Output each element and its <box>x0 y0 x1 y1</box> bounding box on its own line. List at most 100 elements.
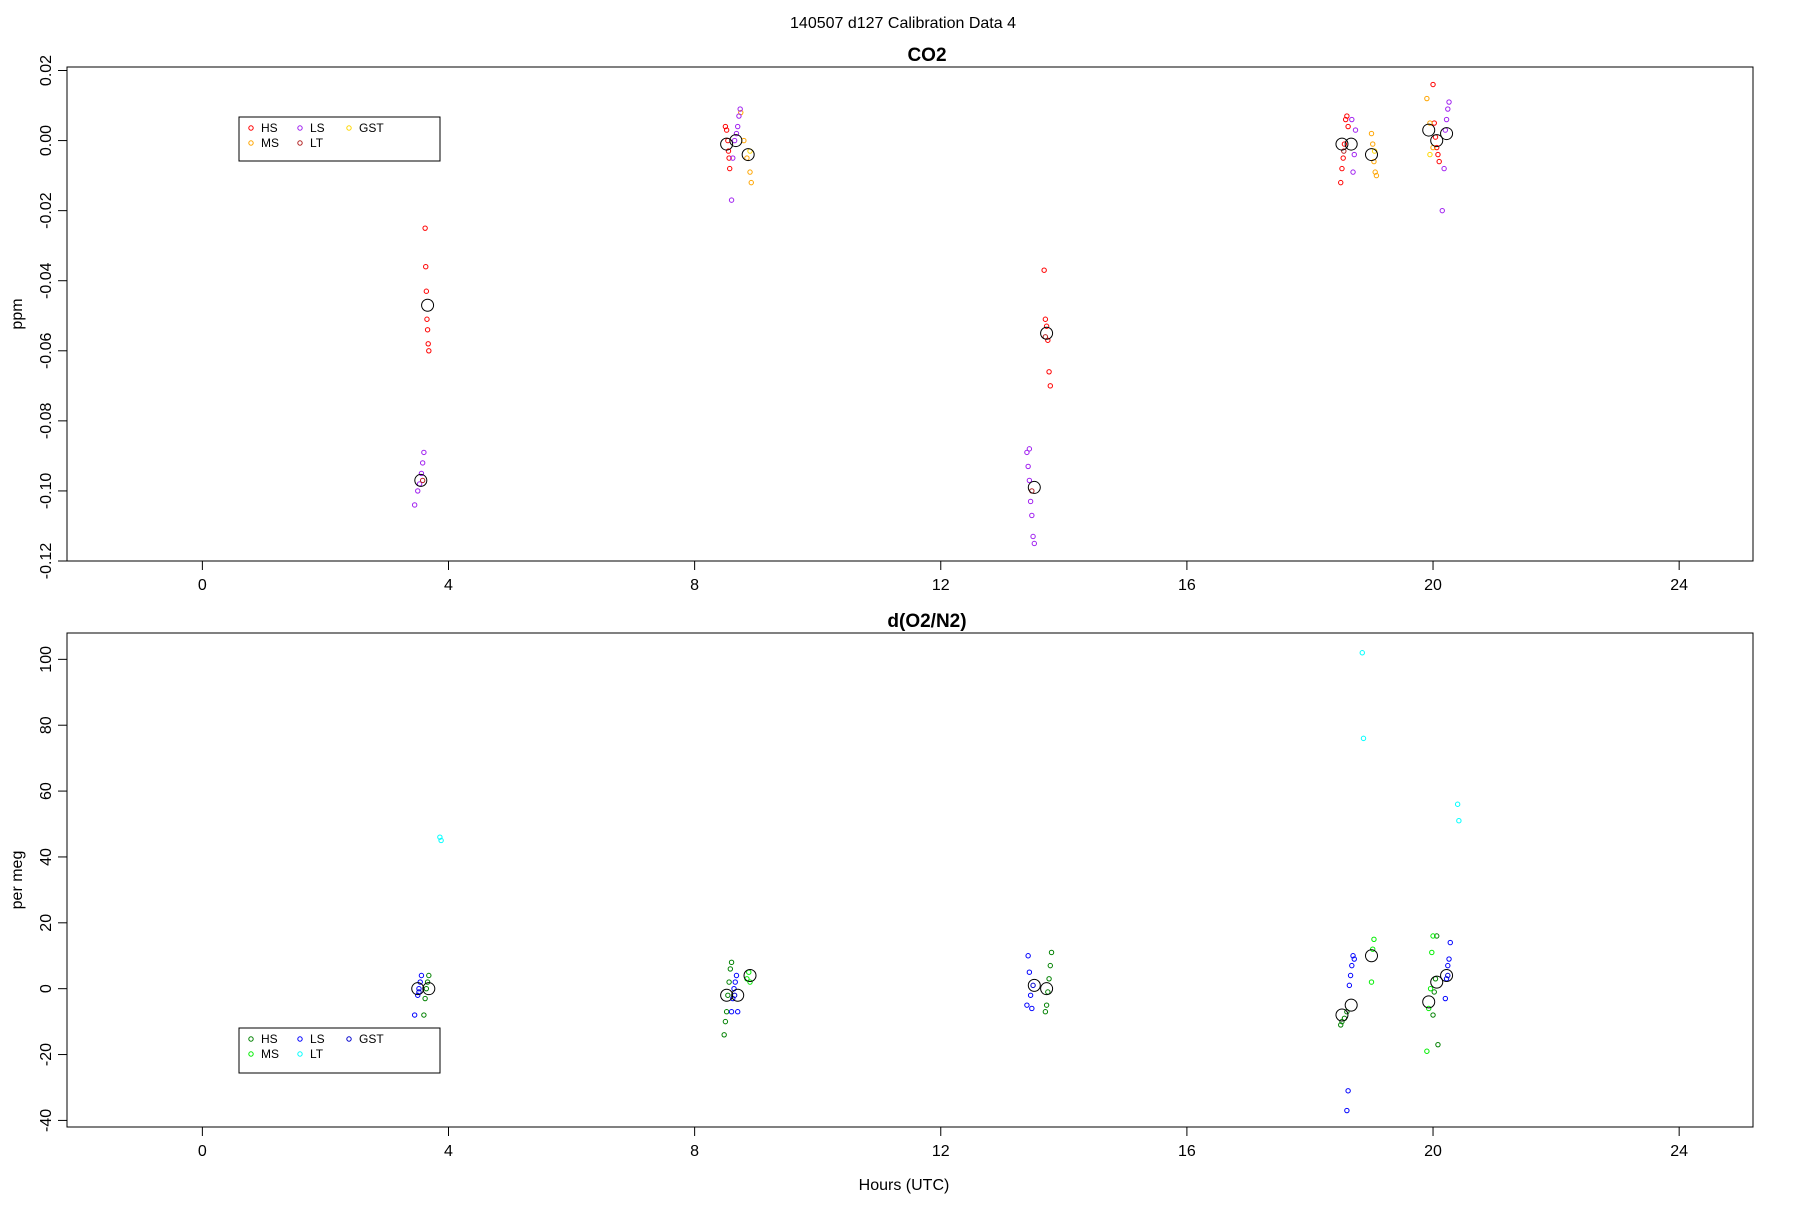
data-points <box>411 650 1462 1114</box>
data-point-hs <box>722 1018 729 1025</box>
data-point-hs <box>1342 116 1349 123</box>
x-tick-label: 16 <box>1178 577 1196 594</box>
data-point-ls <box>411 1012 418 1018</box>
y-tick-label: -40 <box>38 1109 55 1132</box>
data-point-ls <box>1025 953 1031 959</box>
panel-title: d(O2/N2) <box>887 611 966 632</box>
data-point-ls <box>1029 512 1035 519</box>
legend-marker-ls <box>297 125 303 131</box>
data-point-ls <box>1026 477 1033 484</box>
figure-title: 140507 d127 Calibration Data 4 <box>790 15 1016 32</box>
x-tick-label: 0 <box>198 1143 207 1160</box>
data-point-ls <box>1446 99 1452 105</box>
data-point-ls <box>1443 976 1450 982</box>
data-point-ls <box>418 470 425 477</box>
data-point-hs <box>721 1032 727 1038</box>
legend-label-hs: HS <box>261 121 278 135</box>
data-point-ls <box>421 449 427 456</box>
data-point-lt <box>1359 650 1365 656</box>
legend-box <box>238 116 441 162</box>
data-point-lt <box>438 837 444 844</box>
data-point-ls <box>416 985 422 992</box>
mean-marker <box>1344 137 1358 151</box>
data-point-ls <box>415 488 421 494</box>
data-point-hs <box>1048 949 1055 956</box>
data-point-ms <box>1372 169 1378 175</box>
mean-marker <box>1040 326 1054 340</box>
data-point-ls <box>1025 463 1031 470</box>
data-point-ls <box>732 979 738 985</box>
data-point-hs <box>424 327 431 333</box>
data-point-ls <box>1439 207 1445 214</box>
mean-marker <box>1440 127 1454 141</box>
y-tick-label: -0.10 <box>38 473 55 510</box>
data-point-hs <box>426 348 432 354</box>
legend-marker-gst <box>346 125 352 131</box>
data-point-ms <box>1370 141 1376 147</box>
legend-box <box>238 1027 441 1074</box>
mean-marker <box>422 982 436 996</box>
mean-marker <box>743 969 757 983</box>
data-point-ls <box>1350 169 1356 175</box>
data-point-ls <box>1441 165 1447 172</box>
legend-label-hs: HS <box>261 1032 278 1046</box>
data-point-hs <box>727 966 734 972</box>
mean-markers <box>411 949 1454 1022</box>
data-point-ls <box>735 1009 741 1015</box>
y-tick-label: 20 <box>38 914 55 932</box>
data-point-hs <box>726 155 732 161</box>
data-point-gst <box>1427 151 1433 158</box>
data-point-hs <box>1046 976 1052 982</box>
panel-o2n2: d(O2/N2) per meg Hours (UTC) 0 4 8 12 16 20 24… <box>9 611 1754 1194</box>
x-tick-label: 24 <box>1670 1143 1688 1160</box>
x-tick-label: 16 <box>1178 1143 1196 1160</box>
panel-co2: CO2 ppm 0 4 8 12 16 20 24 0.02 0.00 -0.02 -0.04 -0.… <box>9 45 1754 594</box>
data-point-ms <box>1426 1005 1432 1012</box>
x-tick-label: 4 <box>444 1143 453 1160</box>
data-point-ls <box>1026 969 1033 975</box>
data-point-hs <box>726 979 732 985</box>
y-tick-label: 80 <box>38 716 55 734</box>
data-point-lt <box>1360 735 1367 742</box>
data-point-ls <box>1352 127 1359 133</box>
y-tick-label: -0.06 <box>38 332 55 369</box>
data-point-ls <box>1349 116 1355 123</box>
data-point-ls <box>733 972 740 979</box>
data-point-gst <box>1030 982 1036 989</box>
data-point-hs <box>422 225 428 231</box>
mean-marker <box>729 134 743 148</box>
data-point-ms <box>1371 936 1377 942</box>
legend-label-ms: MS <box>261 136 279 150</box>
data-point-hs <box>1434 144 1440 151</box>
panel-title: CO2 <box>907 45 946 66</box>
mean-marker <box>720 988 734 1002</box>
data-point-hs <box>1344 113 1350 119</box>
mean-marker <box>1440 969 1454 983</box>
data-point-hs <box>1430 81 1436 88</box>
mean-marker <box>1027 978 1041 992</box>
data-point-hs <box>1340 155 1346 161</box>
data-point-hs <box>1431 120 1437 126</box>
data-point-hs <box>426 972 432 979</box>
data-point-hs <box>1339 165 1345 172</box>
data-point-lt <box>1456 818 1462 824</box>
legend-label-ms: MS <box>261 1047 279 1061</box>
mean-marker <box>1430 134 1444 148</box>
legend-label-ls: LS <box>310 1032 325 1046</box>
data-point-ls <box>415 992 421 998</box>
data-point-ls <box>1443 116 1450 123</box>
data-point-hs <box>1430 1012 1436 1018</box>
data-point-ls <box>1031 540 1037 547</box>
data-point-hs <box>422 995 428 1002</box>
y-tick-label: 100 <box>38 646 55 673</box>
mean-marker <box>1364 949 1378 963</box>
data-point-ls <box>1026 446 1033 452</box>
data-point-ms <box>1368 130 1375 137</box>
data-point-hs <box>424 979 431 985</box>
data-point-ms <box>1368 979 1375 985</box>
data-point-hs <box>423 264 429 270</box>
data-point-ls <box>735 123 741 130</box>
legend-label-gst: GST <box>359 121 384 135</box>
y-tick-label: -0.12 <box>38 543 55 580</box>
